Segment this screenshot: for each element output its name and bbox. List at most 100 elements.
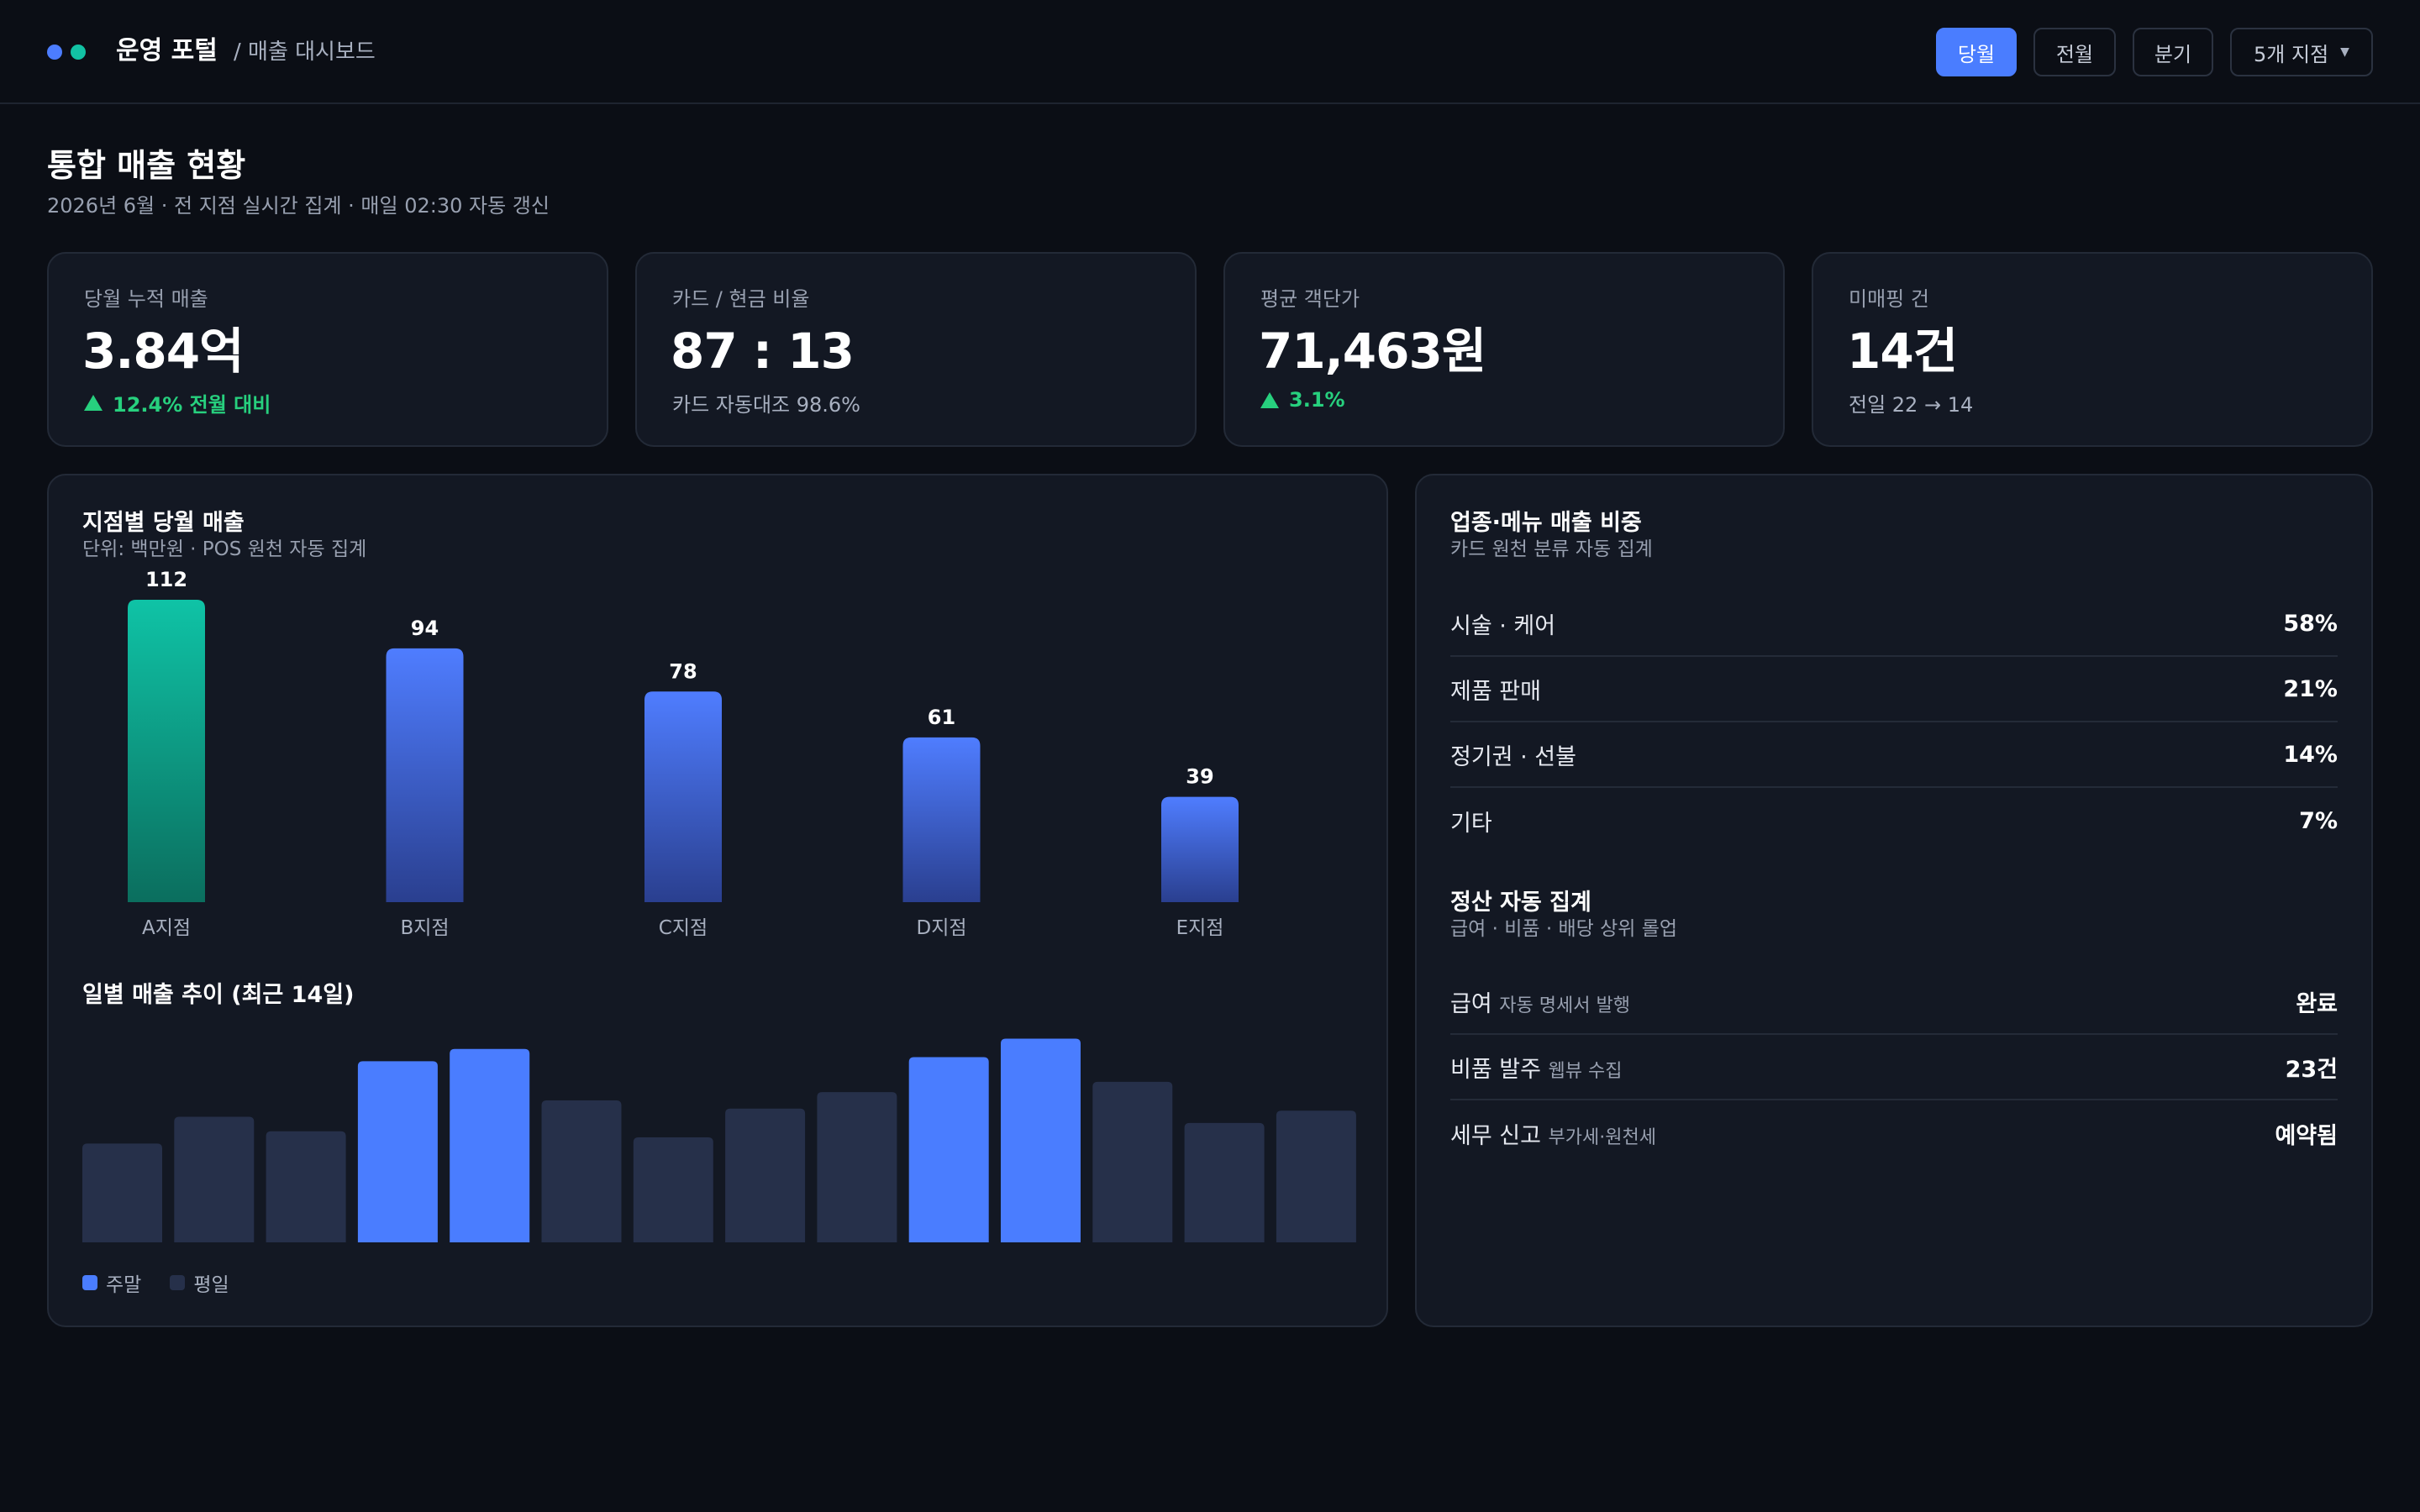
sales-charts-panel: 지점별 당월 매출 단위: 백만원 · POS 원천 자동 집계 112 A지점 9… xyxy=(47,474,1388,1327)
daily-bar-weekday xyxy=(1276,1110,1356,1242)
kpi-label: 카드 / 현금 비율 xyxy=(672,287,810,311)
last-month-button[interactable]: 전월 xyxy=(2033,28,2116,76)
list-item: 급여 자동 명세서 발행 완료 xyxy=(1450,969,2338,1035)
branch-value-label: 78 xyxy=(669,659,697,683)
share-value: 58% xyxy=(2283,610,2338,637)
branch-select[interactable]: 5개 지점 ▼ xyxy=(2230,28,2373,76)
settlement-name: 세무 신고 부가세·원천세 xyxy=(1450,1117,1656,1150)
list-item: 세무 신고 부가세·원천세 예약됨 xyxy=(1450,1100,2338,1166)
branch-category-label: D지점 xyxy=(916,917,966,939)
settlement-subtitle: 급여 · 비품 · 배당 상위 롤업 xyxy=(1450,918,1678,940)
kpi-change: 12.4% 전월 대비 xyxy=(84,388,271,417)
branch-bar-chart: 112 A지점 94 B지점 78 C지점 61 D지점 39 E지점 xyxy=(128,568,1239,939)
branch-chart-title: 지점별 당월 매출 xyxy=(82,510,245,536)
kpi-change-text: 3.1% xyxy=(1289,388,1345,412)
kpi-label: 미매핑 건 xyxy=(1849,287,1929,311)
daily-bar-weekday xyxy=(633,1137,713,1242)
daily-bar-weekend xyxy=(450,1048,530,1242)
daily-bar-weekday xyxy=(266,1131,346,1242)
list-item: 정기권 · 선불 14% xyxy=(1450,722,2338,788)
legend-label-weekday: 평일 xyxy=(193,1274,229,1296)
daily-bar-weekday xyxy=(1092,1081,1173,1242)
kpi-card-unmapped: 미매핑 건 14건 전일 22 → 14 xyxy=(1812,252,2373,447)
branch-bar xyxy=(128,600,205,902)
share-name: 기타 xyxy=(1450,810,1492,837)
trend-up-icon xyxy=(84,395,103,411)
kpi-change: 3.1% xyxy=(1260,388,1345,412)
kpi-value: 14건 xyxy=(1847,323,1958,380)
branch-category-label: B지점 xyxy=(400,917,449,939)
daily-chart-legend: 주말 평일 xyxy=(82,1268,229,1297)
settlement-label: 비품 발주 xyxy=(1450,1056,1541,1083)
top-bar: 운영 포털 / 매출 대시보드 당월 전월 분기 5개 지점 ▼ xyxy=(0,0,2420,104)
trend-up-icon xyxy=(1260,391,1279,408)
caret-down-icon: ▼ xyxy=(2340,45,2349,59)
daily-bar-weekend xyxy=(1001,1038,1081,1242)
kpi-card-monthly-sales: 당월 누적 매출 3.84억 12.4% 전월 대비 xyxy=(47,252,608,447)
share-name: 정기권 · 선불 xyxy=(1450,743,1576,770)
list-item: 비품 발주 웹뷰 수집 23건 xyxy=(1450,1035,2338,1100)
legend-swatch-weekend xyxy=(82,1275,97,1290)
legend-label-weekend: 주말 xyxy=(106,1274,142,1296)
branch-value-label: 112 xyxy=(145,568,187,591)
branch-bar xyxy=(1161,796,1239,902)
branch-bar xyxy=(902,737,981,902)
settlement-label: 급여 xyxy=(1450,990,1492,1017)
kpi-card-avg-ticket: 평균 객단가 71,463원 3.1% xyxy=(1223,252,1785,447)
page-title: 통합 매출 현황 xyxy=(47,147,246,184)
kpi-note: 전일 22 → 14 xyxy=(1849,393,1974,417)
share-value: 7% xyxy=(2299,807,2338,834)
branch-category-label: E지점 xyxy=(1176,917,1224,939)
share-name: 시술 · 케어 xyxy=(1450,612,1556,639)
settlement-title: 정산 자동 집계 xyxy=(1450,890,1591,916)
daily-bar-weekend xyxy=(908,1057,989,1242)
kpi-change-text: 12.4% 전월 대비 xyxy=(113,393,271,417)
settlement-note: 부가세·원천세 xyxy=(1548,1126,1656,1148)
daily-bar-weekday xyxy=(174,1116,255,1242)
daily-bar-weekday xyxy=(1184,1122,1265,1242)
settlement-status: 완료 xyxy=(2296,990,2338,1017)
settlement-status: 예약됨 xyxy=(2275,1122,2338,1149)
settlement-note: 웹뷰 수집 xyxy=(1548,1060,1623,1082)
logo-dot-blue xyxy=(47,45,62,60)
branch-category-label: C지점 xyxy=(659,917,708,939)
daily-chart-title: 일별 매출 추이 (최근 14일) xyxy=(82,982,355,1008)
page-subtitle: 2026년 6월 · 전 지점 실시간 집계 · 매일 02:30 자동 갱신 xyxy=(47,194,550,218)
kpi-label: 당월 누적 매출 xyxy=(84,287,208,311)
this-month-button[interactable]: 당월 xyxy=(1936,28,2017,76)
kpi-label: 평균 객단가 xyxy=(1260,287,1360,311)
list-item: 시술 · 케어 58% xyxy=(1450,591,2338,657)
daily-bar-chart xyxy=(82,1038,1356,1242)
branch-value-label: 61 xyxy=(928,706,955,729)
breadcrumb: / 매출 대시보드 xyxy=(234,39,376,65)
kpi-value: 3.84억 xyxy=(82,323,244,380)
kpi-card-card-cash-ratio: 카드 / 현금 비율 87 : 13 카드 자동대조 98.6% xyxy=(635,252,1197,447)
settlement-name: 급여 자동 명세서 발행 xyxy=(1450,985,1630,1018)
list-item: 기타 7% xyxy=(1450,788,2338,853)
daily-bar-weekend xyxy=(357,1061,438,1242)
logo-dots xyxy=(47,45,86,60)
share-name: 제품 판매 xyxy=(1450,678,1541,705)
kpi-note: 카드 자동대조 98.6% xyxy=(672,393,860,417)
quarter-button[interactable]: 분기 xyxy=(2133,28,2213,76)
settlement-status: 23건 xyxy=(2285,1056,2338,1083)
logo-dot-teal xyxy=(71,45,86,60)
kpi-value: 87 : 13 xyxy=(671,323,855,380)
branch-category-label: A지점 xyxy=(142,917,191,939)
branch-chart-subtitle: 단위: 백만원 · POS 원천 자동 집계 xyxy=(82,538,367,560)
kpi-value: 71,463원 xyxy=(1259,323,1486,380)
daily-bar-weekday xyxy=(725,1108,806,1242)
list-item: 제품 판매 21% xyxy=(1450,657,2338,722)
daily-bar-weekday xyxy=(82,1143,162,1242)
settlement-note: 자동 명세서 발행 xyxy=(1499,995,1630,1016)
daily-bar-weekday xyxy=(541,1100,622,1242)
share-value: 14% xyxy=(2283,741,2338,768)
category-share-subtitle: 카드 원천 분류 자동 집계 xyxy=(1450,538,1653,560)
settlement-name: 비품 발주 웹뷰 수집 xyxy=(1450,1051,1623,1084)
branch-select-label: 5개 지점 xyxy=(2254,42,2329,66)
share-value: 21% xyxy=(2283,675,2338,702)
branch-value-label: 39 xyxy=(1186,765,1213,789)
share-settlement-panel: 업종·메뉴 매출 비중 카드 원천 분류 자동 집계 시술 · 케어 58% 제… xyxy=(1415,474,2373,1327)
category-share-title: 업종·메뉴 매출 비중 xyxy=(1450,510,1642,536)
branch-value-label: 94 xyxy=(411,617,439,640)
